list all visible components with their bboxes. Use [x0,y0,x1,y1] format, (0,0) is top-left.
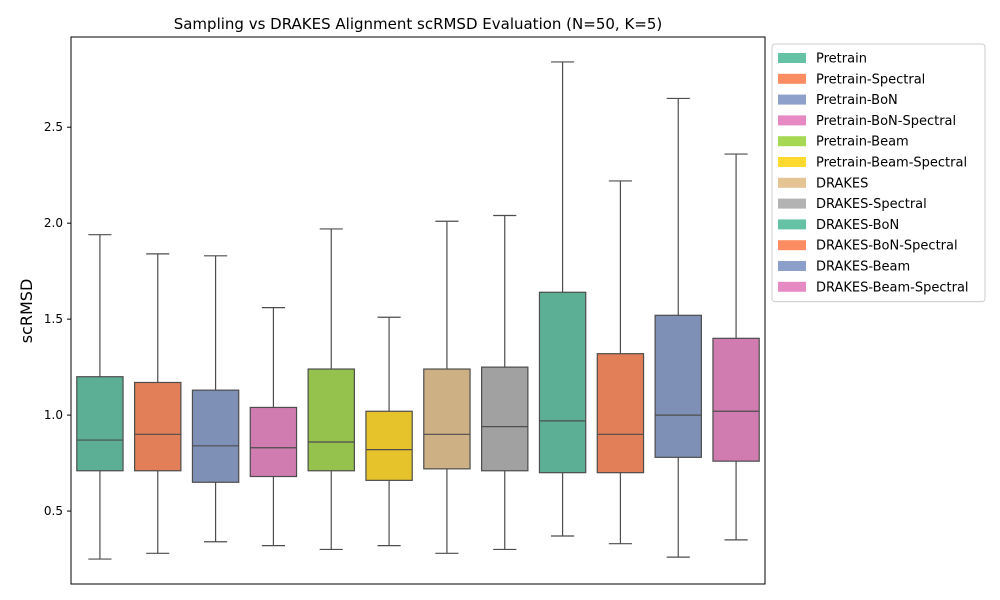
legend-item-12: DRAKES-Beam-Spectral [778,280,969,295]
legend-swatch [778,53,806,63]
legend-item-9: DRAKES-BoN [778,218,899,233]
iqr-box [596,353,645,474]
legend-label: DRAKES-Beam [816,260,910,275]
iqr-box [307,368,355,472]
legend-label: Pretrain [816,52,867,67]
legend-swatch [778,281,806,292]
legend-label: Pretrain-Spectral [816,72,925,87]
y-axis-ticks: 0.5 1.0 1.5 2.0 2.5 [44,120,71,518]
legend-label: DRAKES-BoN-Spectral [816,239,958,254]
legend-item-1: Pretrain [778,52,867,67]
legend-item-6: Pretrain-Beam-Spectral [778,156,967,171]
y-axis-label: scRMSD [17,279,36,344]
box-9 [538,61,587,537]
legend-label: Pretrain-BoN-Spectral [816,114,956,129]
box-7 [423,220,471,554]
boxes-group [76,61,760,560]
legend-swatch [778,115,806,126]
box-11 [654,97,702,558]
y-tick-label: 2.0 [44,216,63,230]
iqr-box [191,389,240,483]
y-tick-label: 2.5 [44,120,63,134]
iqr-box [249,406,298,478]
legend-swatch [778,94,806,105]
iqr-box [712,337,760,462]
y-tick-label: 1.0 [44,408,63,422]
box-4 [249,307,298,547]
box-8 [481,214,529,551]
box-3 [191,255,240,543]
iqr-box [538,291,587,474]
legend-label: Pretrain-Beam [816,135,909,150]
legend-swatch [778,157,806,167]
legend-swatch [778,261,806,271]
legend: Pretrain Pretrain-Spectral Pretrain-BoN Pre… [771,43,986,303]
iqr-box [76,376,124,472]
legend-swatch [778,73,806,84]
iqr-box [134,381,182,472]
legend-item-11: DRAKES-Beam [778,260,910,275]
legend-item-3: Pretrain-BoN [778,93,898,108]
legend-label: Pretrain-Beam-Spectral [816,156,967,171]
box-5 [307,228,355,551]
plot-frame [70,36,766,585]
box-2 [134,253,182,554]
legend-label: DRAKES [816,176,868,191]
legend-frame [771,43,986,303]
legend-item-4: Pretrain-BoN-Spectral [778,114,956,129]
legend-item-7: DRAKES [778,176,868,191]
legend-swatch [778,177,806,188]
legend-swatch [778,136,806,147]
box-6 [365,316,413,547]
legend-item-5: Pretrain-Beam [778,135,909,150]
y-tick-label: 0.5 [44,504,63,518]
iqr-box [365,410,413,481]
chart-title: Sampling vs DRAKES Alignment scRMSD Eval… [174,15,663,33]
legend-swatch [778,219,806,230]
legend-label: DRAKES-Spectral [816,197,927,212]
legend-label: DRAKES-BoN [816,218,899,233]
iqr-box [654,314,702,458]
legend-item-8: DRAKES-Spectral [778,197,927,212]
legend-swatch [778,198,806,209]
box-12 [712,153,760,541]
legend-swatch [778,240,806,251]
box-10 [596,180,645,545]
legend-label: DRAKES-Beam-Spectral [816,280,969,295]
iqr-box [481,366,529,472]
y-tick-label: 1.5 [44,312,63,326]
legend-item-2: Pretrain-Spectral [778,72,925,87]
legend-label: Pretrain-BoN [816,93,898,108]
legend-item-10: DRAKES-BoN-Spectral [778,239,958,254]
box-1 [76,234,124,560]
iqr-box [423,368,471,470]
